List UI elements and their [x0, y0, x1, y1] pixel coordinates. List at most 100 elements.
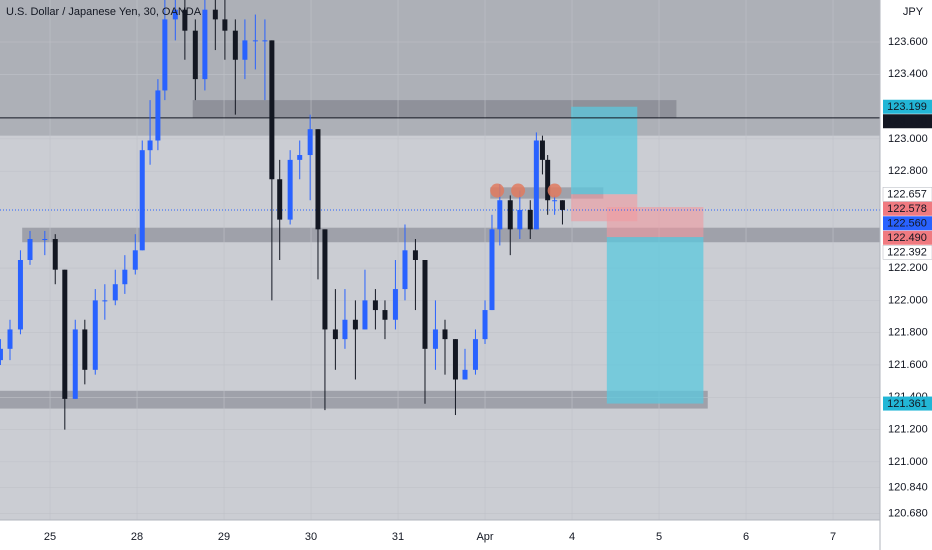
marker	[511, 183, 526, 198]
candle-body	[332, 329, 338, 340]
zone	[0, 390, 708, 409]
candle-body	[92, 300, 98, 370]
candle-body	[392, 289, 398, 320]
price-label-box	[883, 201, 932, 216]
candle-body	[7, 329, 13, 349]
candle-body	[442, 329, 448, 340]
candle-body	[497, 200, 503, 230]
price-label-box	[882, 245, 932, 260]
time-axis	[0, 520, 880, 550]
zone	[192, 100, 677, 118]
y-tick-label: 123.400	[888, 68, 928, 80]
currency: JPY	[903, 6, 924, 18]
price-label-box	[883, 216, 932, 231]
candle-body	[172, 9, 178, 20]
candle-body	[412, 250, 418, 260]
x-tick-label: 31	[392, 531, 404, 543]
candle-body	[147, 140, 153, 151]
marker	[547, 183, 562, 198]
price-label: 122.578	[887, 203, 927, 215]
x-tick-label: 30	[305, 531, 317, 543]
candle-body	[222, 19, 228, 31]
candle-body	[422, 260, 428, 349]
candle-body	[139, 150, 145, 251]
x-tick-label: 25	[44, 531, 56, 543]
candle-body	[402, 250, 408, 290]
price-label: 122.392	[887, 247, 927, 259]
target-zone	[571, 106, 638, 195]
y-tick-label: 120.680	[888, 507, 928, 519]
candle-body	[182, 9, 188, 31]
y-tick-label: 123.600	[888, 36, 928, 48]
candle-body	[552, 200, 558, 202]
candle-body	[132, 250, 138, 270]
x-tick-label: 7	[830, 531, 836, 543]
candle-body	[462, 369, 468, 380]
candle-body	[112, 284, 118, 301]
price-label: 121.361	[887, 398, 927, 410]
axis-labels: 123.600 123.400 123.000 122.800 122.200 122.0…	[44, 36, 932, 543]
candle-body	[545, 159, 551, 201]
y-tick-label: 121.000	[888, 456, 928, 468]
x-tick-label: 5	[656, 531, 662, 543]
candle-body	[242, 40, 248, 60]
x-tick-label: Apr	[476, 531, 493, 543]
zone	[22, 227, 880, 243]
marker	[490, 183, 505, 198]
x-tick-label: 6	[743, 531, 749, 543]
candle-body	[232, 30, 238, 60]
y-tick-label: 121.200	[888, 423, 928, 435]
zone	[0, 0, 880, 136]
candle-body	[82, 329, 88, 370]
chart-title: U.S. Dollar / Japanese Yen, 30, OANDA	[6, 6, 202, 18]
price-label: 122.560	[887, 218, 927, 230]
positions	[0, 106, 880, 404]
candle-body	[269, 40, 275, 180]
plot-background	[0, 0, 880, 520]
y-tick-label: 122.000	[888, 294, 928, 306]
candle-body	[322, 229, 328, 330]
candle-body	[342, 319, 348, 340]
candle-body	[352, 319, 358, 330]
candle-body	[262, 40, 268, 42]
price-label-box	[883, 114, 932, 129]
candle-body	[17, 260, 23, 330]
candle-body	[452, 339, 458, 380]
candle-body	[297, 155, 303, 160]
x-tick-label: 4	[569, 531, 575, 543]
y-tick-label: 122.800	[888, 165, 928, 177]
y-tick-label: 121.800	[888, 327, 928, 339]
candle-body	[102, 300, 108, 302]
candle-body	[527, 209, 533, 230]
candle-body	[517, 209, 523, 230]
candle-body	[432, 329, 438, 349]
candle-body	[507, 200, 513, 230]
price-label: 123.199	[887, 101, 927, 113]
target-zone	[606, 237, 704, 404]
x-tick-label: 28	[131, 531, 143, 543]
candle-body	[212, 9, 218, 20]
candle-body	[382, 310, 388, 320]
candle-body	[192, 30, 198, 80]
candle-body	[362, 300, 368, 330]
candle-body	[277, 179, 283, 220]
markers	[490, 183, 562, 198]
candle-body	[42, 239, 48, 241]
candle-body	[472, 339, 478, 370]
y-tick-label: 123.000	[888, 133, 928, 145]
candle-body	[252, 40, 258, 42]
candle-body	[489, 229, 495, 311]
candle-body	[287, 159, 293, 220]
candle-body	[62, 269, 68, 399]
candle-body	[0, 348, 3, 361]
price-label: 122.490	[887, 232, 927, 244]
candle-body	[482, 310, 488, 340]
candle-body	[27, 239, 33, 260]
candle-body	[315, 129, 321, 230]
y-tick-label: 120.840	[888, 482, 928, 494]
candle-body	[155, 90, 161, 141]
grid	[0, 0, 880, 520]
y-tick-label: 121.600	[888, 359, 928, 371]
candle-body	[52, 239, 58, 270]
